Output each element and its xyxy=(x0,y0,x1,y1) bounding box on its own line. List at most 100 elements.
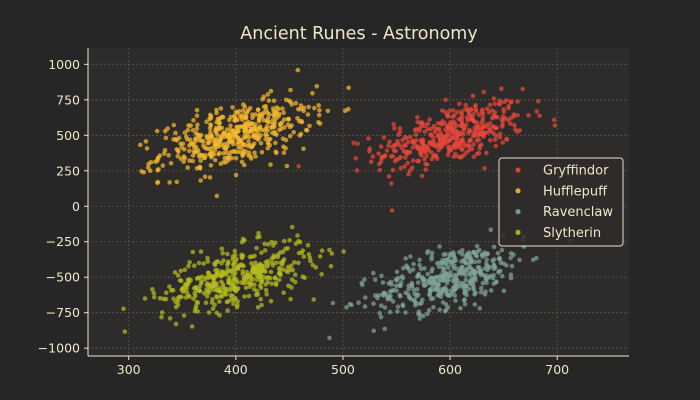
data-point xyxy=(497,135,503,140)
data-point xyxy=(222,286,227,291)
data-point xyxy=(249,261,254,266)
data-point xyxy=(452,272,458,278)
data-point xyxy=(416,146,421,152)
data-point xyxy=(259,250,264,255)
data-point xyxy=(405,292,411,297)
data-point xyxy=(280,136,286,141)
data-point xyxy=(231,113,237,119)
data-point xyxy=(329,251,335,256)
data-point xyxy=(205,140,210,146)
data-point xyxy=(249,282,254,288)
data-point xyxy=(431,280,436,286)
y-tick-label: −1000 xyxy=(38,341,80,356)
data-point xyxy=(465,130,471,136)
data-point xyxy=(249,144,255,150)
data-point xyxy=(460,129,466,135)
data-point xyxy=(189,324,195,329)
data-point xyxy=(281,110,287,116)
data-point xyxy=(422,157,427,162)
y-tick-label: 250 xyxy=(56,163,80,178)
y-ticks: −1000 −750 −500 −250 0 250 500 750 1000 xyxy=(38,57,88,356)
data-point xyxy=(515,113,520,118)
data-point xyxy=(487,102,493,108)
data-point xyxy=(273,260,279,266)
data-point xyxy=(387,289,393,295)
data-point xyxy=(411,287,417,292)
data-point xyxy=(421,277,427,282)
data-point xyxy=(276,265,282,271)
data-point xyxy=(265,92,271,97)
data-point xyxy=(217,299,222,304)
data-point xyxy=(142,296,148,301)
data-point xyxy=(419,120,425,125)
data-point xyxy=(428,126,434,132)
data-point xyxy=(386,174,392,179)
data-point xyxy=(218,293,224,299)
data-point xyxy=(400,303,406,309)
x-tick-label: 300 xyxy=(117,362,141,377)
data-point xyxy=(398,165,404,171)
data-point xyxy=(199,280,204,286)
data-point xyxy=(458,155,463,160)
data-point xyxy=(491,130,496,136)
data-point xyxy=(486,110,492,115)
data-point xyxy=(164,290,169,296)
data-point xyxy=(410,158,416,163)
data-point xyxy=(466,109,471,114)
data-point xyxy=(423,161,428,167)
data-point xyxy=(293,241,299,246)
data-point xyxy=(429,250,435,256)
data-point xyxy=(453,298,458,303)
data-point xyxy=(205,259,211,264)
data-point xyxy=(281,150,287,155)
data-point xyxy=(342,108,348,113)
data-point xyxy=(249,121,254,126)
data-point xyxy=(461,141,467,146)
data-point xyxy=(122,329,128,334)
data-point xyxy=(224,132,229,138)
data-point xyxy=(464,150,469,155)
data-point xyxy=(268,88,274,94)
data-point xyxy=(482,166,487,171)
data-point xyxy=(502,116,508,121)
data-point xyxy=(439,133,445,138)
data-point xyxy=(146,161,151,167)
data-point xyxy=(233,155,239,161)
data-point xyxy=(474,138,480,143)
data-point xyxy=(473,107,479,112)
data-point xyxy=(488,288,494,293)
data-point xyxy=(346,85,351,91)
data-point xyxy=(151,290,157,296)
data-point xyxy=(214,132,220,137)
data-point xyxy=(478,289,484,295)
data-point xyxy=(207,135,213,140)
data-point xyxy=(263,126,269,131)
data-point xyxy=(435,134,440,139)
data-point xyxy=(426,148,432,153)
data-point xyxy=(268,162,273,167)
data-point xyxy=(386,143,391,148)
data-point xyxy=(253,122,258,127)
data-point xyxy=(456,130,461,135)
data-point xyxy=(201,261,206,266)
data-point xyxy=(173,321,179,327)
data-point xyxy=(252,150,257,155)
data-point xyxy=(264,133,270,138)
data-point xyxy=(228,137,234,143)
data-point xyxy=(477,143,483,148)
data-point xyxy=(401,148,407,154)
data-point xyxy=(491,263,497,269)
data-point xyxy=(452,113,457,118)
data-point xyxy=(264,292,270,297)
data-point xyxy=(436,264,442,270)
data-point xyxy=(552,123,558,128)
data-point xyxy=(439,287,445,292)
data-point xyxy=(192,308,198,314)
data-point xyxy=(245,273,250,278)
data-point xyxy=(513,127,518,132)
data-point xyxy=(225,308,230,313)
data-point xyxy=(230,105,235,110)
data-point xyxy=(499,86,504,91)
data-point xyxy=(427,279,433,285)
data-point xyxy=(399,274,405,279)
